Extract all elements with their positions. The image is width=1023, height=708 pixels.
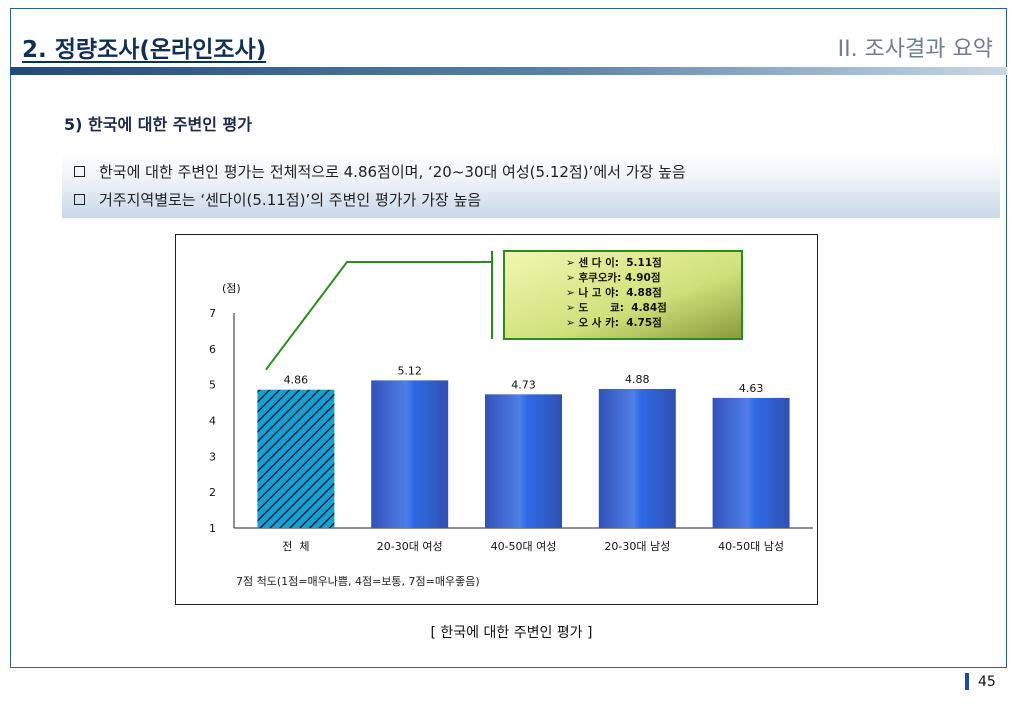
callout-item: ➢ 나 고 야: 4.88점 [566, 286, 662, 299]
data-label: 4.88 [625, 373, 650, 386]
title-divider-bar [10, 67, 1007, 75]
y-tick-label: 2 [209, 486, 216, 499]
bar [712, 397, 790, 528]
bar [257, 389, 335, 528]
bullet-item-2: 거주지역별로는 ‘센다이(5.11점)’의 주변인 평가가 가장 높음 [74, 189, 481, 210]
y-tick-label: 7 [209, 307, 216, 320]
data-label: 4.63 [739, 382, 764, 395]
callout-box [503, 250, 743, 340]
data-label: 4.86 [284, 374, 309, 387]
x-tick-label: 20-30대 남성 [604, 540, 670, 553]
x-tick-label: 40-50대 여성 [491, 540, 557, 553]
checkbox-square-icon [74, 194, 85, 205]
section-label: II. 조사결과 요약 [837, 37, 993, 62]
bar [598, 388, 676, 528]
bar-chart: 1 2 3 4 5 6 7 4.86 전 체 5.12 20-30대 여성 4.73 40-50대 여… [209, 250, 813, 588]
checkbox-square-icon [74, 166, 85, 177]
bullet-item-1: 한국에 대한 주변인 평가는 전체적으로 4.86점이며, ‘20~30대 여성… [74, 161, 686, 182]
callout-item: ➢ 센 다 이: 5.11점 [566, 256, 662, 269]
bar [485, 394, 562, 528]
callout-item: ➢ 도 쿄: 4.84점 [566, 302, 667, 314]
scale-note: 7점 척도(1점=매우나쁨, 4점=보통, 7점=매우좋음) [236, 575, 480, 588]
y-tick-label: 1 [209, 522, 216, 535]
x-tick-label: 40-50대 남성 [718, 540, 784, 553]
summary-box: 한국에 대한 주변인 평가는 전체적으로 4.86점이며, ‘20~30대 여성… [62, 152, 1000, 218]
subheading: 5) 한국에 대한 주변인 평가 [64, 115, 252, 134]
slide-title: 2. 정량조사(온라인조사) [22, 37, 267, 63]
y-axis-unit-label: (점) [222, 282, 241, 295]
callout-leader-line [265, 261, 492, 371]
data-label: 5.12 [397, 364, 422, 377]
y-tick-label: 5 [209, 379, 216, 392]
callout-item: ➢ 후쿠오카: 4.90점 [566, 271, 661, 284]
bar [371, 380, 449, 528]
x-tick-label: 20-30대 여성 [377, 540, 443, 553]
y-tick-label: 6 [209, 343, 216, 356]
page-number: 45 [978, 674, 996, 690]
chart-caption: [ 한국에 대한 주변인 평가 ] [430, 625, 593, 641]
chart-container: 1 2 3 4 5 6 7 4.86 전 체 5.12 20-30대 여성 4.73 40-50대 여… [175, 234, 818, 605]
bullet-text-2: 거주지역별로는 ‘센다이(5.11점)’의 주변인 평가가 가장 높음 [99, 191, 482, 209]
x-tick-label: 전 체 [282, 540, 309, 553]
y-tick-label: 3 [209, 450, 216, 463]
bullet-text-1: 한국에 대한 주변인 평가는 전체적으로 4.86점이며, ‘20~30대 여성… [99, 163, 686, 181]
data-label: 4.73 [511, 378, 536, 391]
slide-frame [10, 8, 1007, 668]
page-marker-bar [965, 673, 969, 690]
y-tick-label: 4 [209, 415, 216, 428]
callout-item: ➢ 오 사 카: 4.75점 [566, 316, 662, 329]
